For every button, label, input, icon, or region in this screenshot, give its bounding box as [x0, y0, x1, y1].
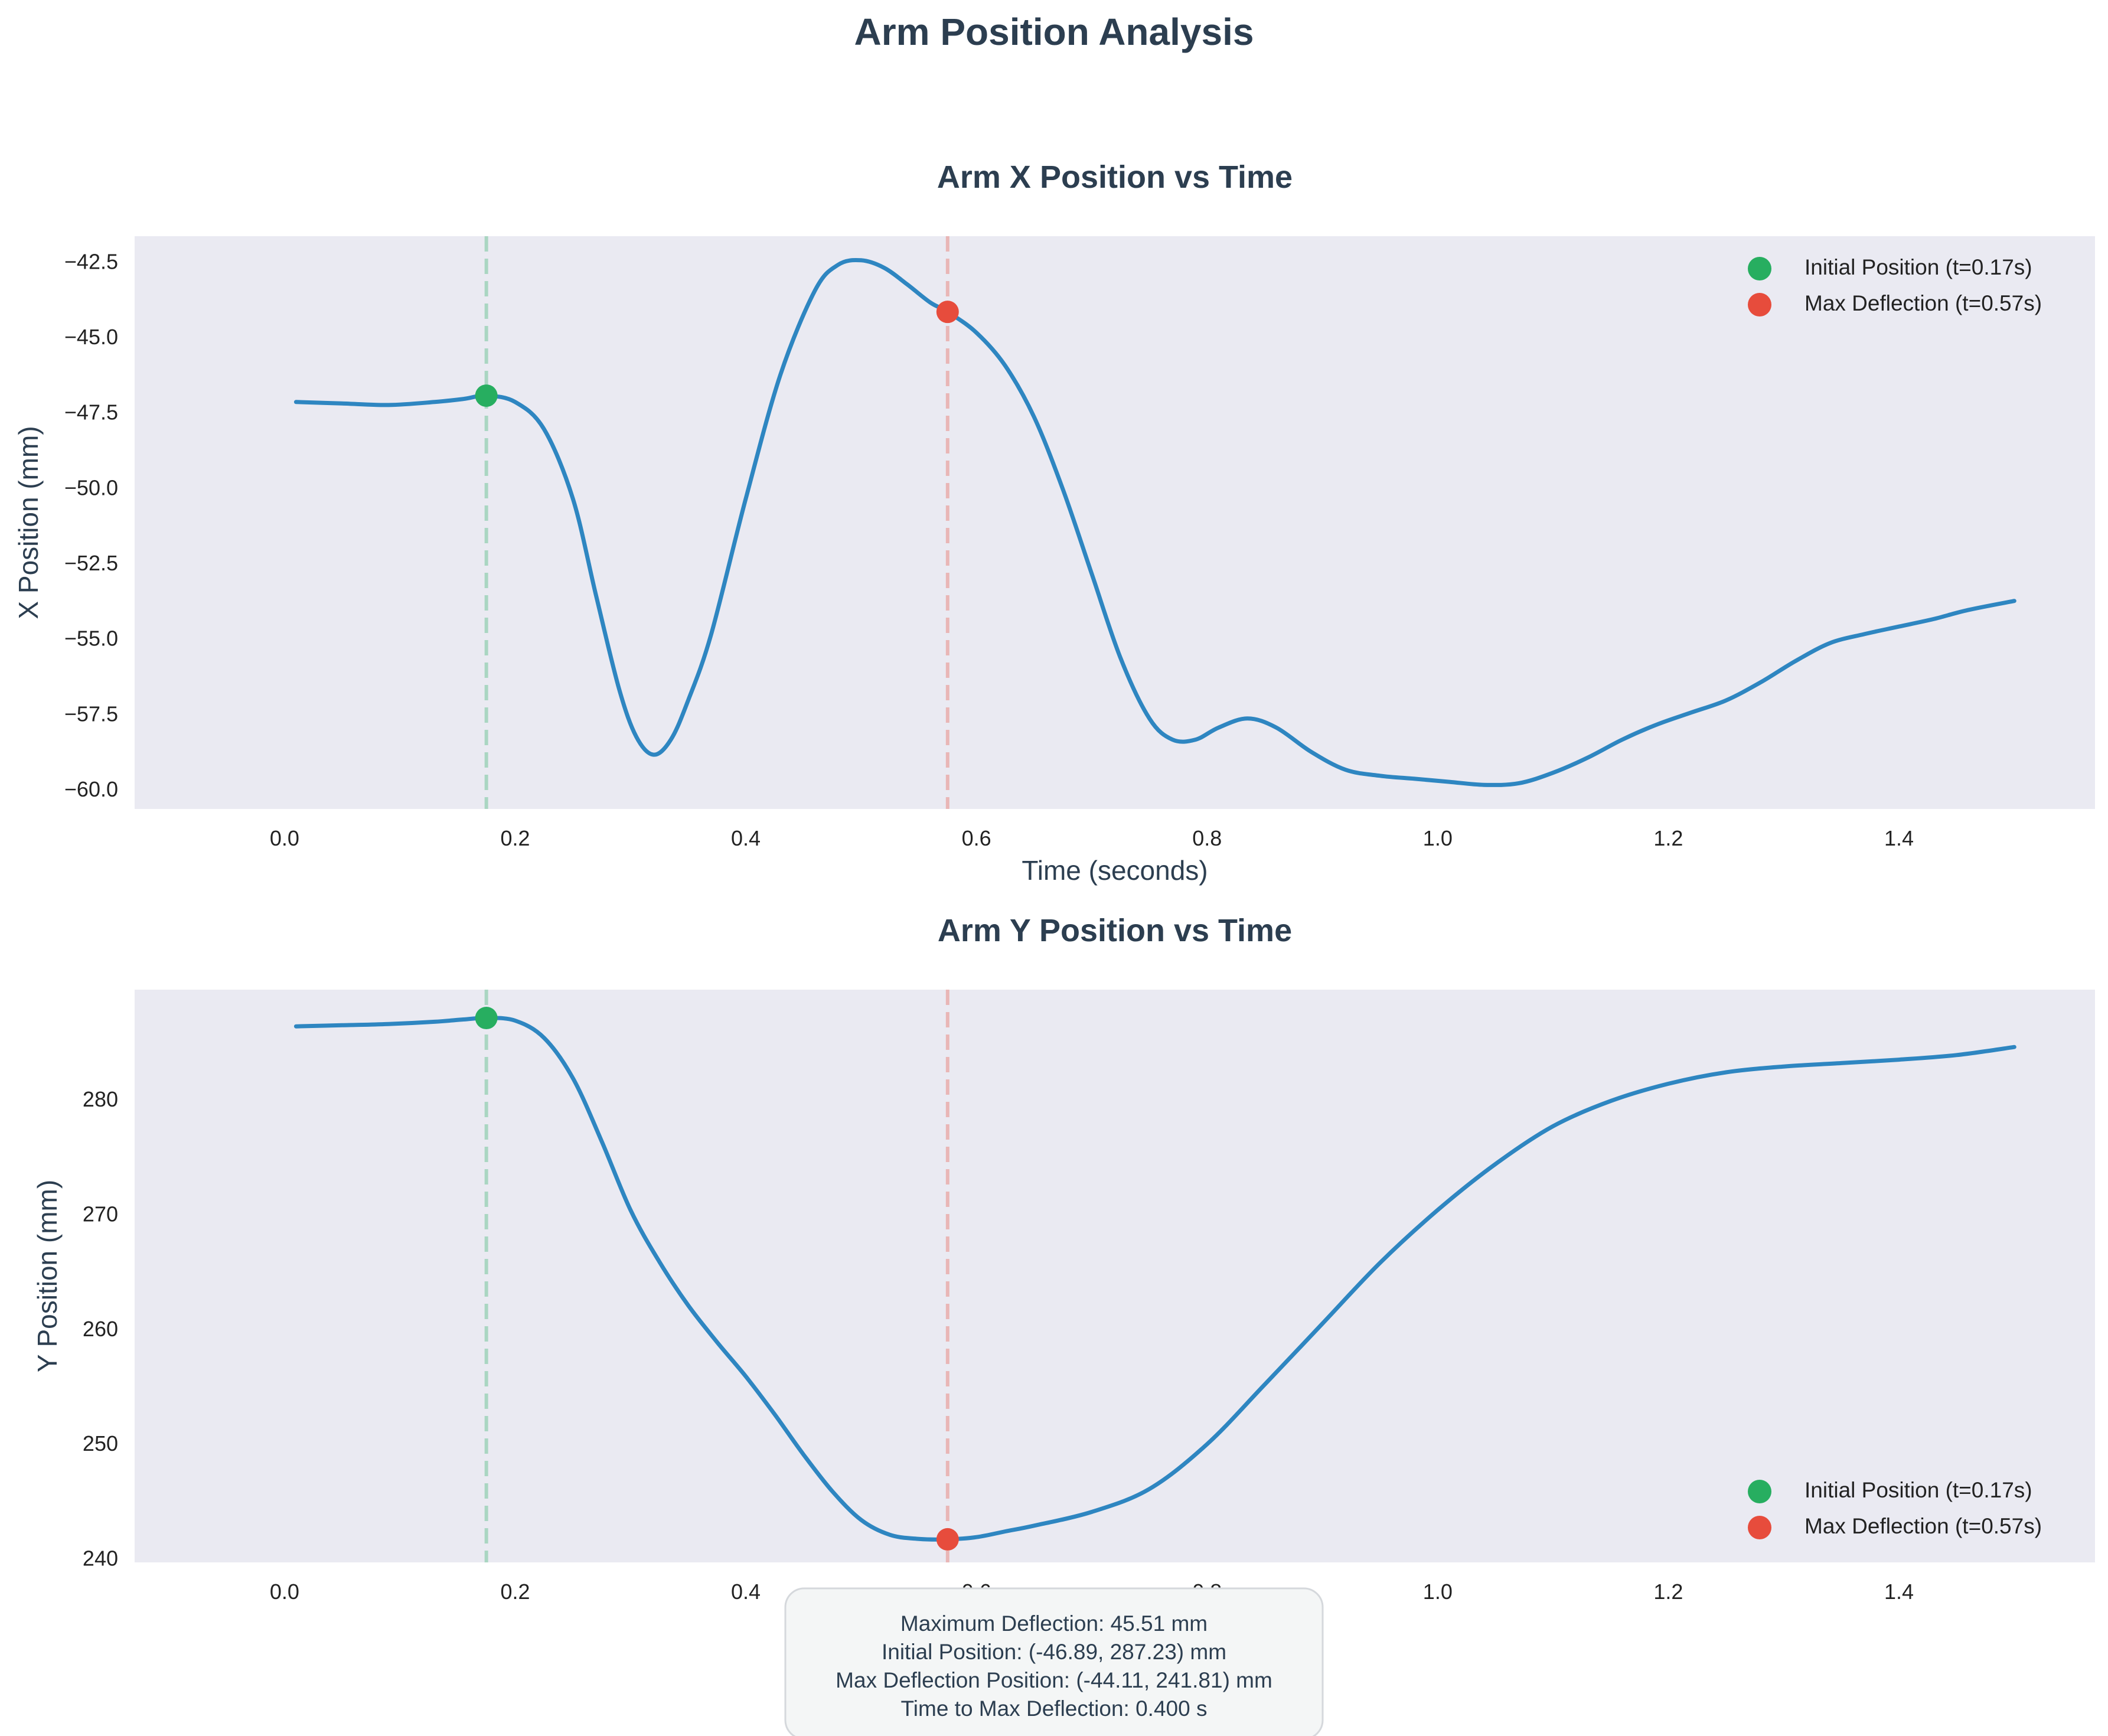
summary-time-to-max: Time to Max Deflection: 0.400 s	[901, 1696, 1208, 1721]
legend-initial-icon	[1748, 1480, 1771, 1503]
legend-initial-icon	[1748, 257, 1771, 280]
summary-initial-position: Initial Position: (-46.89, 287.23) mm	[882, 1640, 1226, 1664]
x-tick-label: 1.2	[1653, 1580, 1683, 1604]
legend-initial-label: Initial Position (t=0.17s)	[1804, 1478, 2032, 1502]
legend-max-icon	[1748, 293, 1771, 316]
y-tick-label: 280	[83, 1087, 118, 1111]
x-tick-label: 0.2	[500, 1580, 530, 1604]
y-tick-label: 270	[83, 1202, 118, 1226]
summary-max-deflection: Maximum Deflection: 45.51 mm	[900, 1611, 1208, 1636]
y-tick-label: −57.5	[64, 701, 118, 726]
max-deflection-point	[936, 301, 959, 324]
legend: Initial Position (t=0.17s) Max Deflection…	[1748, 255, 2042, 316]
x-tick-label: 1.0	[1423, 1580, 1453, 1604]
y-tick-label: −42.5	[64, 249, 118, 273]
figure-title: Arm Position Analysis	[854, 11, 1254, 53]
x-tick-label: 0.0	[270, 1580, 299, 1604]
x-tick-label: 0.6	[962, 826, 991, 850]
legend-max-label: Max Deflection (t=0.57s)	[1804, 291, 2042, 315]
x-tick-label: 0.2	[500, 826, 530, 850]
chart-title: Arm Y Position vs Time	[938, 913, 1292, 948]
summary-max-deflection-position: Max Deflection Position: (-44.11, 241.81…	[836, 1668, 1272, 1692]
initial-position-point	[475, 384, 498, 407]
legend-max-icon	[1748, 1516, 1771, 1539]
plot-area	[135, 990, 2095, 1562]
x-tick-label: 1.0	[1423, 826, 1453, 850]
y-axis-label: X Position (mm)	[13, 426, 44, 619]
legend-initial-label: Initial Position (t=0.17s)	[1804, 255, 2032, 279]
y-tick-label: −60.0	[64, 777, 118, 801]
x-tick-label: 0.8	[1192, 826, 1222, 850]
summary-box: Maximum Deflection: 45.51 mm Initial Pos…	[784, 1587, 1324, 1736]
plot-area	[135, 236, 2095, 809]
x-tick-label: 1.4	[1884, 1580, 1914, 1604]
summary-box-frame	[784, 1587, 1324, 1736]
y-axis-label: Y Position (mm)	[32, 1180, 63, 1372]
y-tick-label: −52.5	[64, 551, 118, 575]
max-deflection-point	[936, 1528, 959, 1551]
y-tick-label: 240	[83, 1546, 118, 1571]
x-tick-label: 0.4	[731, 1580, 761, 1604]
x-position-chart: Arm X Position vs Time Time (seconds) X Po…	[13, 159, 2095, 886]
y-tick-label: −55.0	[64, 626, 118, 651]
y-position-chart: Arm Y Position vs Time Y Position (mm) 0.0…	[32, 913, 2095, 1604]
y-tick-label: −47.5	[64, 400, 118, 425]
position-series-line	[293, 257, 2016, 787]
y-tick-label: −50.0	[64, 475, 118, 500]
y-tick-label: 250	[83, 1431, 118, 1456]
x-axis-label: Time (seconds)	[1022, 855, 1208, 886]
initial-position-point	[475, 1007, 498, 1030]
x-tick-label: 1.2	[1653, 826, 1683, 850]
position-series-line	[293, 1016, 2016, 1542]
legend: Initial Position (t=0.17s) Max Deflection…	[1748, 1478, 2042, 1539]
x-tick-label: 1.4	[1884, 826, 1914, 850]
chart-title: Arm X Position vs Time	[937, 159, 1293, 195]
y-tick-label: 260	[83, 1317, 118, 1341]
legend-max-label: Max Deflection (t=0.57s)	[1804, 1514, 2042, 1538]
x-tick-label: 0.0	[270, 826, 299, 850]
y-tick-label: −45.0	[64, 325, 118, 349]
x-tick-label: 0.4	[731, 826, 761, 850]
